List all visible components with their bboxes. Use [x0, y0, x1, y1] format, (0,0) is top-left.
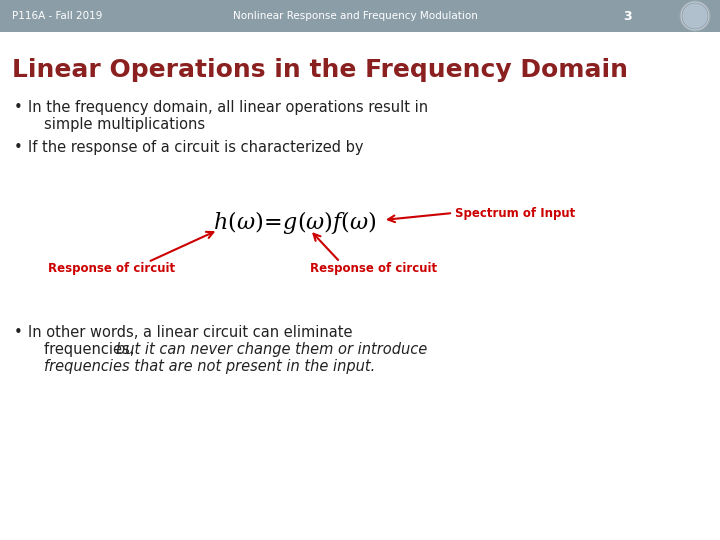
- Text: frequencies that are not present in the input.: frequencies that are not present in the …: [44, 359, 375, 374]
- Circle shape: [680, 1, 710, 31]
- Text: P116A - Fall 2019: P116A - Fall 2019: [12, 11, 102, 21]
- Text: but it can never change them or introduce: but it can never change them or introduc…: [116, 342, 427, 357]
- Text: frequencies,: frequencies,: [44, 342, 139, 357]
- Text: Linear Operations in the Frequency Domain: Linear Operations in the Frequency Domai…: [12, 58, 628, 82]
- Text: In the frequency domain, all linear operations result in: In the frequency domain, all linear oper…: [28, 100, 428, 115]
- Text: Response of circuit: Response of circuit: [310, 262, 437, 275]
- Text: In other words, a linear circuit can eliminate: In other words, a linear circuit can eli…: [28, 325, 353, 340]
- Text: •: •: [14, 140, 23, 155]
- Text: Nonlinear Response and Frequency Modulation: Nonlinear Response and Frequency Modulat…: [233, 11, 477, 21]
- Text: •: •: [14, 325, 23, 340]
- Circle shape: [682, 3, 708, 29]
- Text: If the response of a circuit is characterized by: If the response of a circuit is characte…: [28, 140, 364, 155]
- Text: Spectrum of Input: Spectrum of Input: [455, 206, 575, 219]
- Text: simple multiplications: simple multiplications: [44, 117, 205, 132]
- Text: $h(\omega)\!=\!g(\omega)f(\omega)$: $h(\omega)\!=\!g(\omega)f(\omega)$: [213, 208, 377, 235]
- Text: Response of circuit: Response of circuit: [48, 262, 175, 275]
- Bar: [0, 0, 720, 32]
- Text: •: •: [14, 100, 23, 115]
- Text: 3: 3: [624, 10, 632, 23]
